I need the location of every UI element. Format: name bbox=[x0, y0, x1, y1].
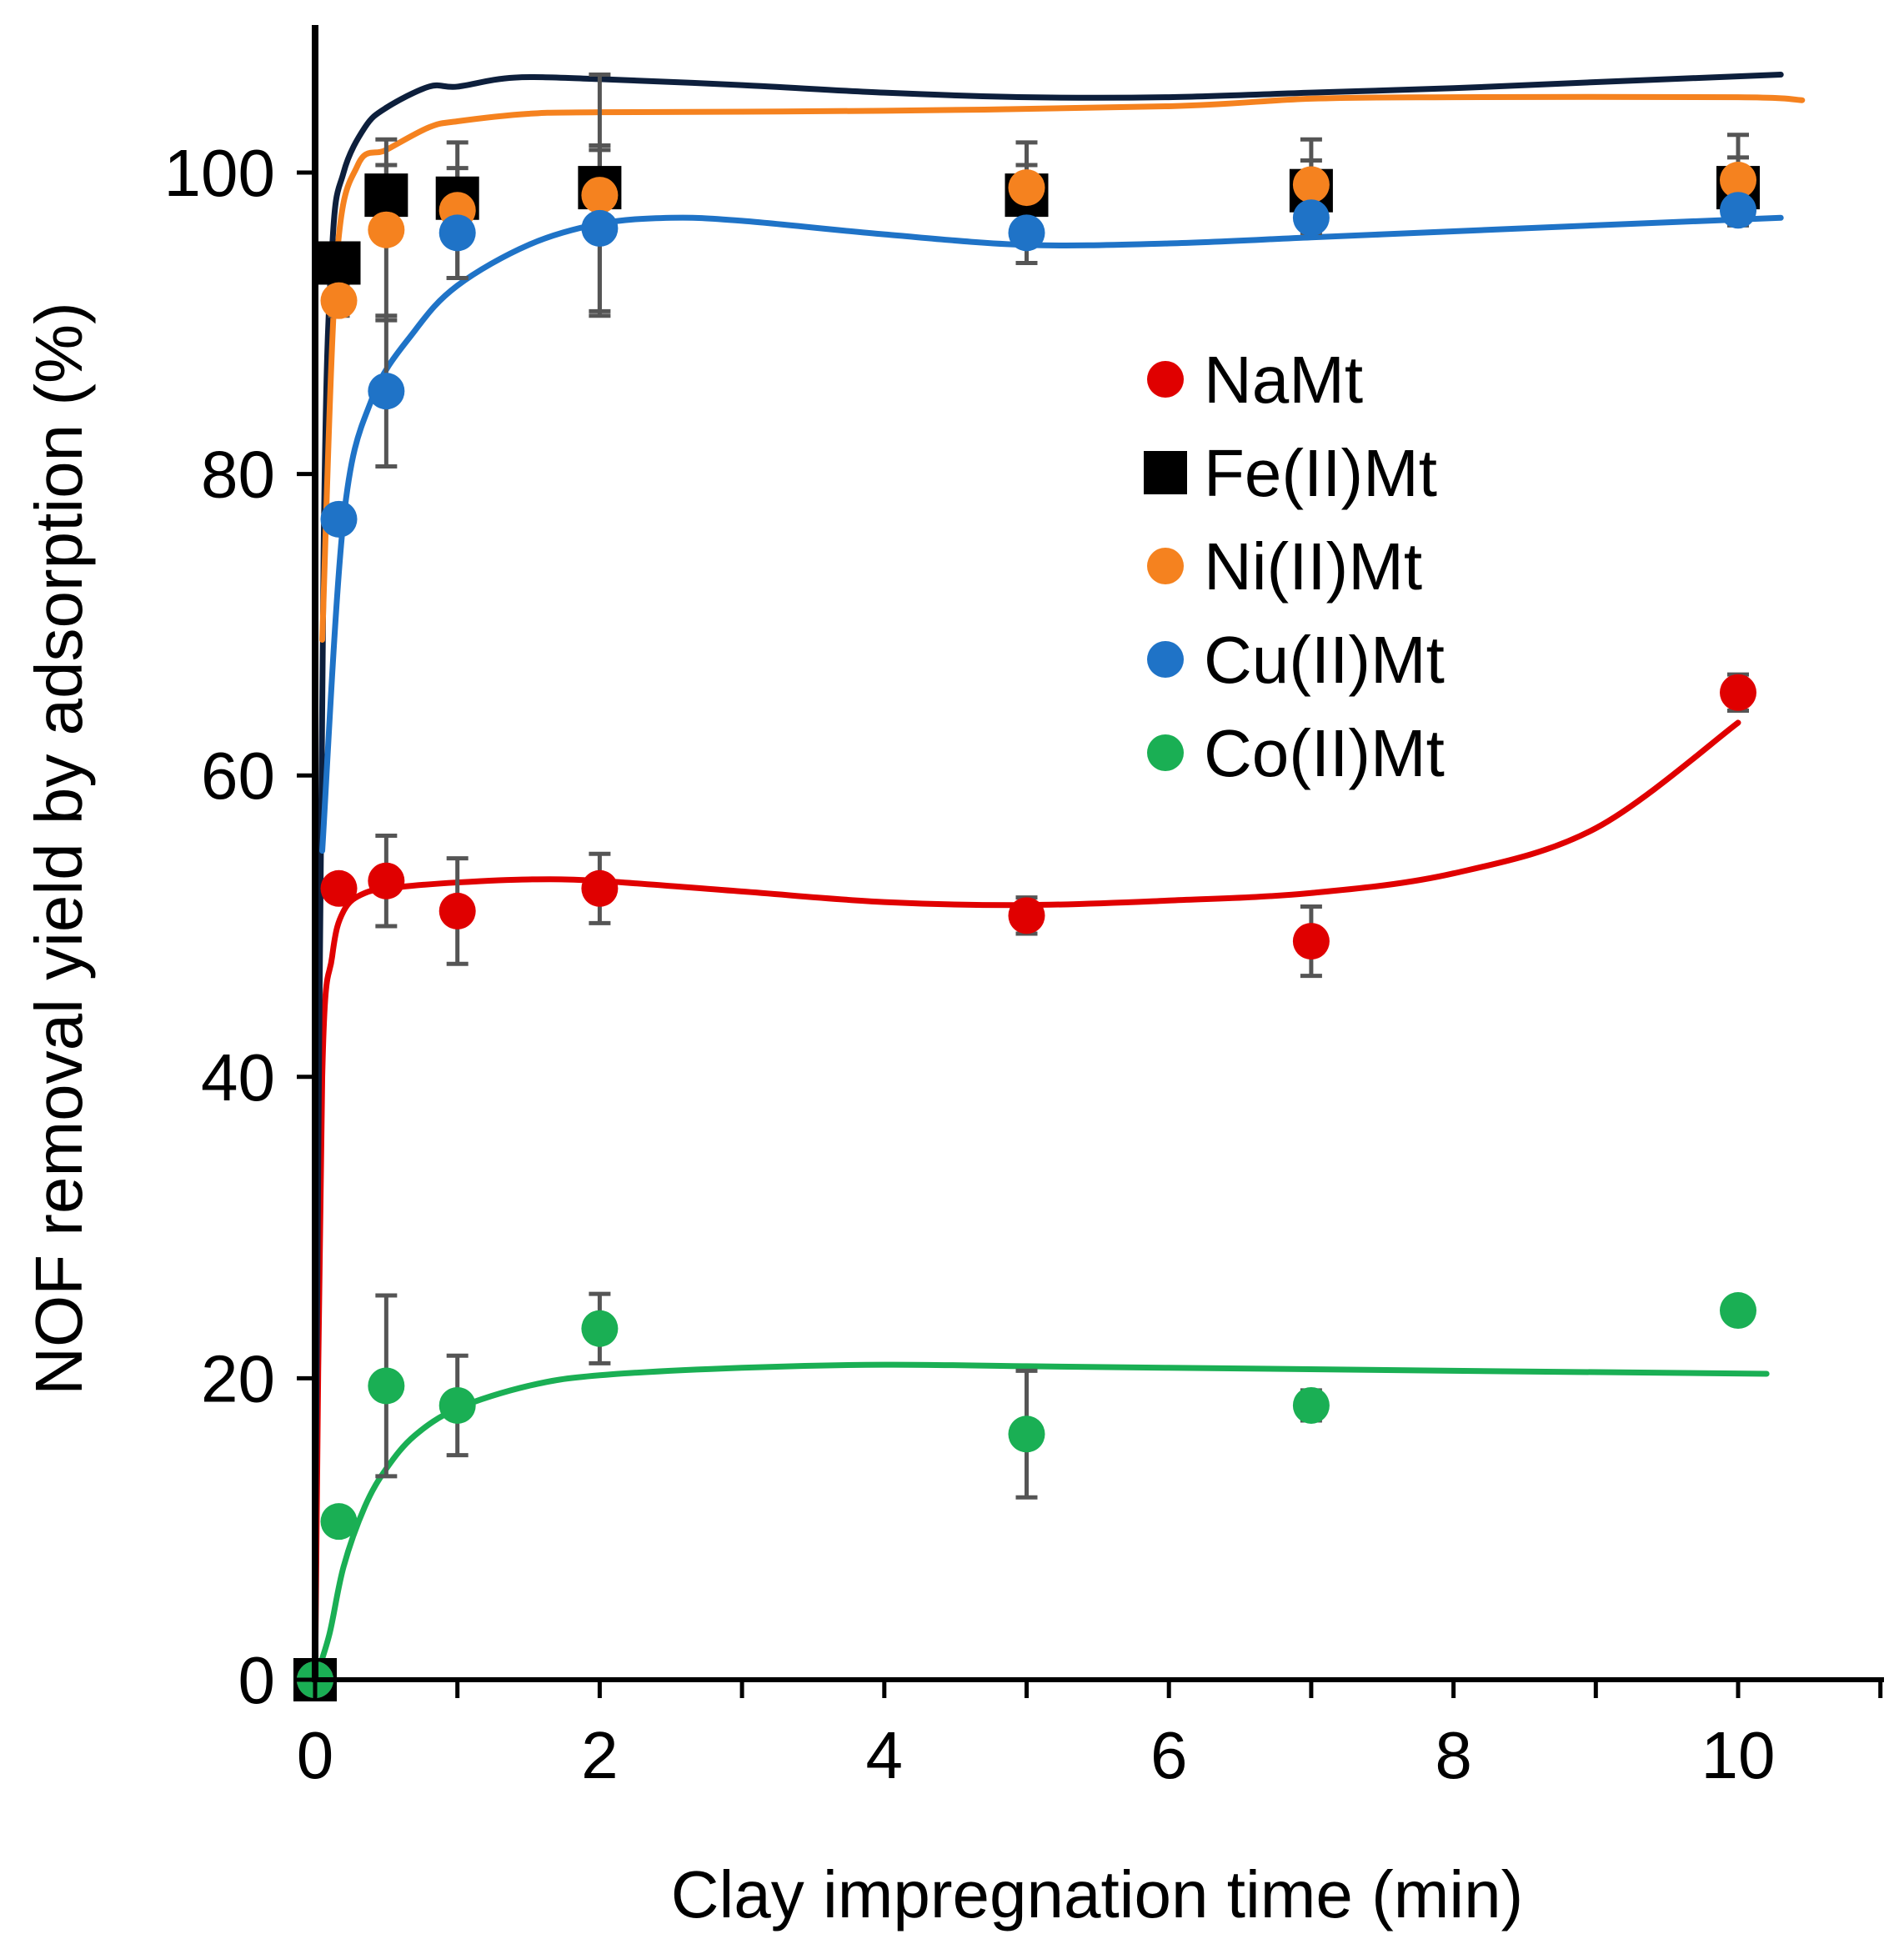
x-tick-label: 10 bbox=[1701, 1718, 1776, 1792]
point-cuiimt bbox=[368, 373, 405, 410]
point-coiimt bbox=[581, 1310, 619, 1347]
x-tick-label: 0 bbox=[297, 1718, 334, 1792]
point-cuiimt bbox=[320, 500, 358, 538]
y-axis-title: NOF removal yield by adsorption (%) bbox=[22, 302, 96, 1395]
fit-line-cuiimt bbox=[319, 214, 1784, 854]
legend-label-namt: NaMt bbox=[1204, 343, 1363, 417]
error-bars bbox=[328, 72, 1749, 1500]
fit-line-coiimt bbox=[312, 1361, 1770, 1683]
point-feiimt bbox=[364, 173, 408, 218]
legend-item-cuiimt: Cu(II)Mt bbox=[1147, 623, 1445, 697]
point-namt bbox=[438, 892, 476, 929]
y-tick-label: 40 bbox=[201, 1040, 275, 1115]
legend-item-feiimt: Fe(II)Mt bbox=[1144, 436, 1437, 510]
y-tick-label: 0 bbox=[238, 1643, 276, 1717]
point-cuiimt bbox=[1720, 192, 1756, 229]
legend-marker-cuiimt bbox=[1147, 641, 1184, 678]
point-cuiimt bbox=[1008, 214, 1045, 252]
fit-curves bbox=[312, 71, 1806, 1683]
point-niiimt bbox=[1720, 162, 1756, 199]
fit-line-feiimt bbox=[312, 71, 1784, 1577]
y-tick-label: 20 bbox=[201, 1341, 275, 1415]
legend: NaMt Fe(II)Mt Ni(II)Mt Cu(II)Mt Co(II)Mt bbox=[1144, 343, 1445, 790]
legend-marker-feiimt bbox=[1144, 451, 1187, 494]
point-niiimt bbox=[320, 282, 358, 319]
point-niiimt bbox=[1008, 169, 1045, 207]
fit-line-niiimt bbox=[319, 93, 1806, 643]
point-namt bbox=[368, 862, 405, 899]
point-namt bbox=[320, 869, 358, 907]
legend-label-niiimt: Ni(II)Mt bbox=[1204, 529, 1422, 604]
point-coiimt bbox=[368, 1367, 405, 1405]
point-namt bbox=[1292, 923, 1330, 960]
axes bbox=[297, 25, 1884, 1698]
legend-item-namt: NaMt bbox=[1147, 343, 1363, 417]
legend-marker-namt bbox=[1147, 361, 1184, 398]
legend-item-niiimt: Ni(II)Mt bbox=[1147, 529, 1422, 604]
point-namt bbox=[581, 869, 619, 907]
point-cuiimt bbox=[438, 214, 476, 252]
legend-item-coiimt: Co(II)Mt bbox=[1147, 716, 1445, 790]
point-namt bbox=[1008, 897, 1045, 934]
point-niiimt bbox=[1292, 166, 1330, 203]
legend-label-cuiimt: Cu(II)Mt bbox=[1204, 623, 1445, 697]
x-tick-label: 4 bbox=[866, 1718, 904, 1792]
y-tick-label: 100 bbox=[164, 136, 275, 210]
legend-label-feiimt: Fe(II)Mt bbox=[1204, 436, 1437, 510]
point-coiimt bbox=[1292, 1386, 1330, 1424]
point-coiimt bbox=[1720, 1292, 1756, 1330]
y-tick-label: 80 bbox=[201, 438, 275, 512]
y-tick-label: 60 bbox=[201, 739, 275, 813]
legend-marker-coiimt bbox=[1147, 734, 1184, 771]
point-niiimt bbox=[368, 211, 405, 248]
x-axis-title: Clay impregnation time (min) bbox=[671, 1857, 1524, 1931]
x-tick-label: 8 bbox=[1435, 1718, 1472, 1792]
legend-marker-niiimt bbox=[1147, 548, 1184, 584]
x-tick-label: 2 bbox=[581, 1718, 619, 1792]
point-coiimt bbox=[1008, 1415, 1045, 1453]
point-feiimt bbox=[317, 241, 361, 285]
legend-label-coiimt: Co(II)Mt bbox=[1204, 716, 1445, 790]
point-coiimt bbox=[320, 1503, 358, 1541]
point-namt bbox=[1720, 674, 1756, 711]
point-coiimt bbox=[438, 1386, 476, 1424]
x-tick-label: 6 bbox=[1150, 1718, 1188, 1792]
point-cuiimt bbox=[581, 209, 619, 247]
point-niiimt bbox=[581, 177, 619, 214]
fit-line-namt bbox=[312, 719, 1741, 1683]
point-cuiimt bbox=[1292, 199, 1330, 237]
